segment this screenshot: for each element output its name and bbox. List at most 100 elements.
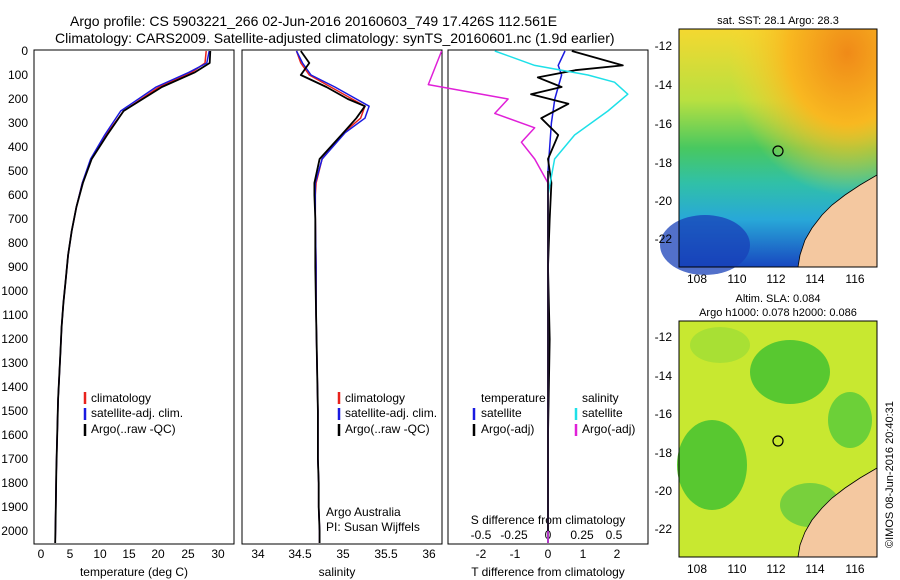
sla-map-title-2: Argo h1000: 0.078 h2000: 0.086 xyxy=(699,307,857,319)
difference-panel-frame xyxy=(447,49,649,545)
float-position-marker xyxy=(772,435,784,447)
temperature-axis-label: temperature (deg C) xyxy=(80,565,188,579)
sal-tick-label: 34 xyxy=(251,547,265,561)
sla-map: Altim. SLA: 0.084 Argo h1000: 0.078 h200… xyxy=(655,293,878,576)
depth-tick-label: 600 xyxy=(8,188,28,202)
sdiff-tick-label: -0.5 xyxy=(471,528,492,542)
profile-series xyxy=(54,50,629,544)
sla-patch xyxy=(750,340,830,404)
sst-map: sat. SST: 28.1 Argo: 28.3 -12 -14 -16 -1… xyxy=(655,15,878,286)
salinity-x-axis: 34 34.5 35 35.5 36 salinity xyxy=(251,547,436,579)
float-position-marker xyxy=(772,145,784,157)
credit-line-1: Argo Australia xyxy=(326,505,401,519)
map-lon-label: 110 xyxy=(727,272,746,286)
title-line-2: Climatology: CARS2009. Satellite-adjuste… xyxy=(55,30,615,46)
map-lon-label: 116 xyxy=(845,272,864,286)
legend-label: Argo(..raw -QC) xyxy=(91,422,176,436)
map-lat-label: -16 xyxy=(655,407,673,421)
title-line-1: Argo profile: CS 5903221_266 02-Jun-2016… xyxy=(70,13,557,29)
map-lat-label: -18 xyxy=(655,446,673,460)
sal-tick-label: 35 xyxy=(336,547,350,561)
temp-tick-label: 5 xyxy=(67,547,74,561)
temp-tick-label: 10 xyxy=(93,547,107,561)
sal-tick-label: 35.5 xyxy=(374,547,398,561)
map-lat-label: -20 xyxy=(655,484,673,498)
series-line-temperature-satellite xyxy=(547,50,566,543)
map-lat-label: -14 xyxy=(655,78,673,92)
series-line-salinity-satellite xyxy=(494,50,629,543)
depth-tick-label: 100 xyxy=(8,68,28,82)
temp-tick-label: 30 xyxy=(211,547,225,561)
depth-axis: 0 100 200 300 400 500 600 700 800 900 1000 1100 1200… xyxy=(1,44,28,538)
sal-tick-label: 34.5 xyxy=(288,547,312,561)
temperature-x-axis: 0 5 10 15 20 25 30 temperature (deg C) xyxy=(38,547,225,579)
depth-tick-label: 1400 xyxy=(1,380,28,394)
difference-legend: temperature satellite Argo(-adj) salinit… xyxy=(472,391,635,436)
depth-tick-label: 500 xyxy=(8,164,28,178)
depth-tick-label: 1500 xyxy=(1,404,28,418)
tdiff-tick-label: 2 xyxy=(614,547,621,561)
map-lat-label: -12 xyxy=(655,39,673,53)
depth-tick-label: 700 xyxy=(8,212,28,226)
sdiff-tick-label: 0.25 xyxy=(570,528,594,542)
depth-tick-label: 2000 xyxy=(1,524,28,538)
map-lat-label: -22 xyxy=(655,522,673,536)
map-lat-label: -16 xyxy=(655,117,673,131)
depth-tick-label: 1000 xyxy=(1,284,28,298)
series-line-argo-raw-qc- xyxy=(54,50,212,544)
tdiff-tick-label: -1 xyxy=(510,547,521,561)
tdiff-tick-label: -2 xyxy=(476,547,487,561)
legend-label: climatology xyxy=(91,391,151,405)
series-line-salinity-argo-adj- xyxy=(427,50,549,543)
sla-map-title-1: Altim. SLA: 0.084 xyxy=(736,293,821,305)
map-lon-label: 116 xyxy=(845,562,864,576)
sla-patch xyxy=(828,392,872,448)
series-line-satellite-adj-clim- xyxy=(54,50,210,544)
depth-tick-label: 1900 xyxy=(1,500,28,514)
sal-tick-label: 36 xyxy=(422,547,436,561)
legend-label: Argo(-adj) xyxy=(582,422,635,436)
depth-tick-label: 0 xyxy=(21,44,28,58)
legend-title-temperature: temperature xyxy=(481,391,546,405)
map-lon-label: 112 xyxy=(766,562,785,576)
legend-label: Argo(..raw -QC) xyxy=(345,422,430,436)
depth-tick-label: 900 xyxy=(8,260,28,274)
legend-label: satellite xyxy=(582,406,623,420)
sdiff-tick-label: -0.25 xyxy=(500,528,528,542)
legend-label: satellite-adj. clim. xyxy=(91,406,183,420)
tdiff-tick-label: 1 xyxy=(580,547,587,561)
map-lat-label: -14 xyxy=(655,369,673,383)
map-lat-label: -18 xyxy=(655,156,673,170)
series-line-argo-raw-qc- xyxy=(299,50,366,543)
legend-label: satellite-adj. clim. xyxy=(345,406,437,420)
depth-tick-label: 1200 xyxy=(1,332,28,346)
depth-tick-label: 300 xyxy=(8,116,28,130)
salinity-legend: climatology satellite-adj. clim. Argo(..… xyxy=(326,391,437,534)
map-lon-label: 114 xyxy=(805,272,824,286)
depth-tick-label: 400 xyxy=(8,140,28,154)
temp-tick-label: 0 xyxy=(38,547,45,561)
depth-tick-label: 200 xyxy=(8,92,28,106)
map-lon-label: 114 xyxy=(805,562,824,576)
legend-label: Argo(-adj) xyxy=(481,422,534,436)
depth-tick-label: 1800 xyxy=(1,476,28,490)
map-lon-label: 112 xyxy=(766,272,785,286)
salinity-panel-frame xyxy=(241,49,443,545)
legend-label: satellite xyxy=(481,406,522,420)
depth-tick-label: 1700 xyxy=(1,452,28,466)
sst-cold-patch xyxy=(660,215,750,275)
depth-tick-label: 1100 xyxy=(2,308,28,322)
temp-tick-label: 25 xyxy=(181,547,195,561)
sst-map-frame xyxy=(678,28,878,268)
legend-label: climatology xyxy=(345,391,405,405)
map-lat-label: -20 xyxy=(655,194,673,208)
credit-line-2: PI: Susan Wijffels xyxy=(326,520,420,534)
salinity-axis-label: salinity xyxy=(319,565,356,579)
sla-patch xyxy=(690,327,750,363)
imos-timestamp: ©IMOS 08-Jun-2016 20:40:31 xyxy=(884,401,896,548)
series-line-climatology xyxy=(54,50,207,544)
depth-tick-label: 1300 xyxy=(1,356,28,370)
map-lon-label: 108 xyxy=(687,562,707,576)
temperature-legend: climatology satellite-adj. clim. Argo(..… xyxy=(83,391,183,436)
map-lat-label: -12 xyxy=(655,330,673,344)
